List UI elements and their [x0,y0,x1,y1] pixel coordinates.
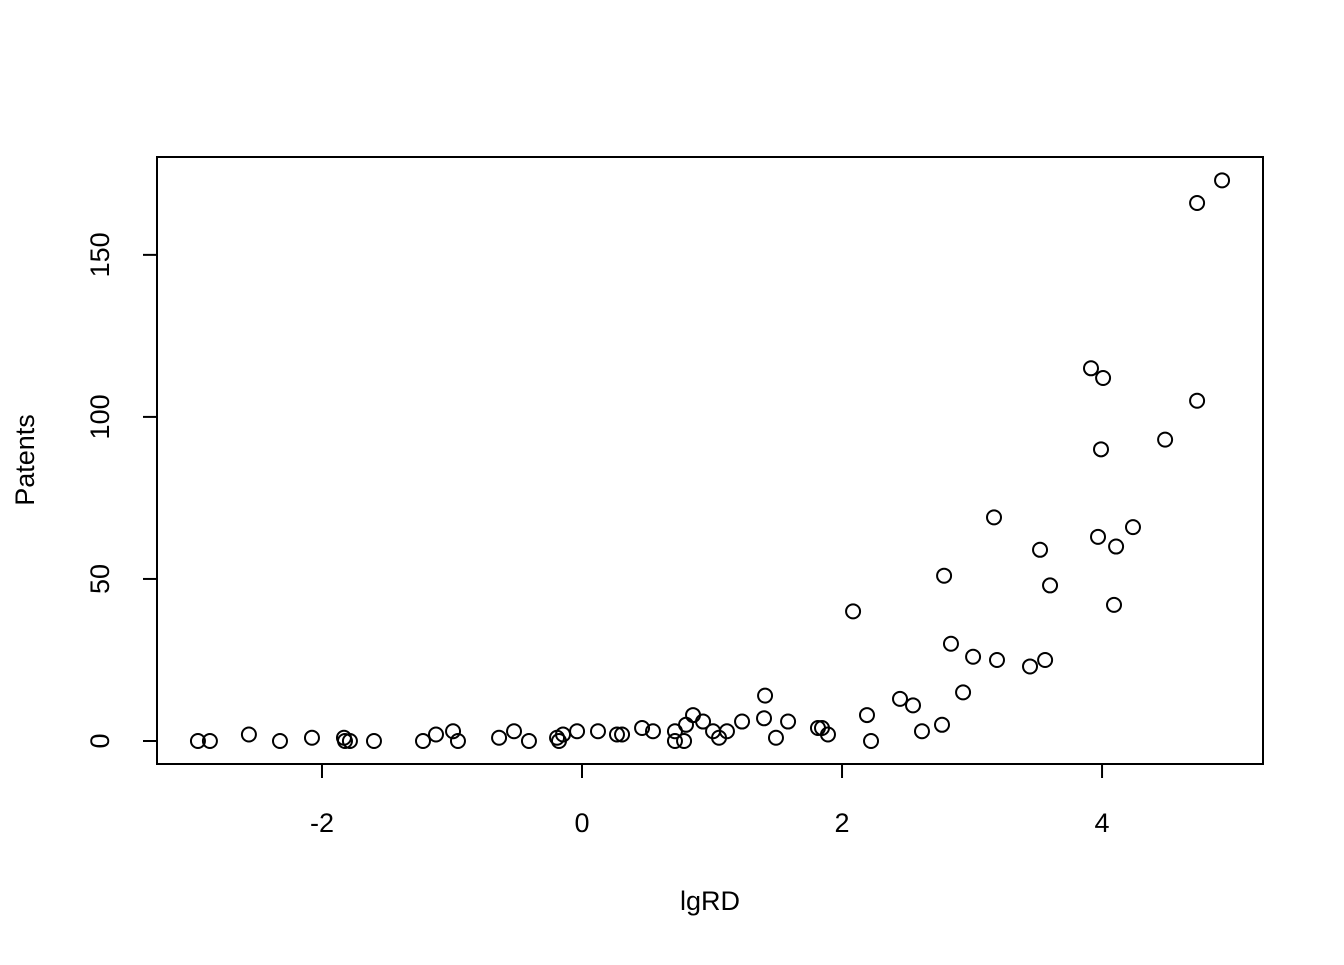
point [201,732,218,749]
point [1037,651,1054,668]
point [1157,431,1174,448]
point [695,713,712,730]
point [341,732,358,749]
point [1095,370,1112,387]
point [718,723,735,740]
point [189,732,206,749]
point [445,723,462,740]
point [569,723,586,740]
point [734,713,751,730]
y-tick-label: 50 [85,564,115,594]
point [1189,195,1206,212]
x-tick-label: 0 [574,808,589,838]
y-tick-label: 0 [85,733,115,748]
point [863,732,880,749]
y-tick-label: 100 [85,394,115,439]
point [1042,577,1059,594]
point [942,635,959,652]
point [449,732,466,749]
point [1189,392,1206,409]
plot-frame [156,156,1264,765]
point [780,713,797,730]
y-tick-label: 150 [85,232,115,277]
y-axis-label: Patents [10,414,40,506]
point [965,648,982,665]
point [1093,441,1110,458]
point [428,726,445,743]
point [913,723,930,740]
point [1214,172,1231,189]
point [644,723,661,740]
point [415,732,432,749]
point [520,732,537,749]
point [892,690,909,707]
point [1082,360,1099,377]
point [634,720,651,737]
point [1124,519,1141,536]
x-tick-label: -2 [310,808,334,838]
point [767,729,784,746]
point [271,732,288,749]
x-axis-label: lgRD [680,886,740,916]
point [303,729,320,746]
point [858,707,875,724]
point [905,697,922,714]
point [1108,538,1125,555]
point [614,726,631,743]
point [936,567,953,584]
point [757,687,774,704]
point [491,729,508,746]
x-tick-label: 4 [1095,808,1110,838]
point [988,651,1005,668]
point [756,710,773,727]
point [678,716,695,733]
point [845,603,862,620]
point [986,509,1003,526]
point [608,726,625,743]
x-tick-label: 2 [835,808,850,838]
point [666,732,683,749]
point [365,732,382,749]
point [955,684,972,701]
point [240,726,257,743]
point [1022,658,1039,675]
point [589,723,606,740]
point [819,726,836,743]
point [1106,596,1123,613]
point [685,707,702,724]
point [506,723,523,740]
point [1090,528,1107,545]
point [336,732,353,749]
point [1032,541,1049,558]
point [934,716,951,733]
point [676,732,693,749]
